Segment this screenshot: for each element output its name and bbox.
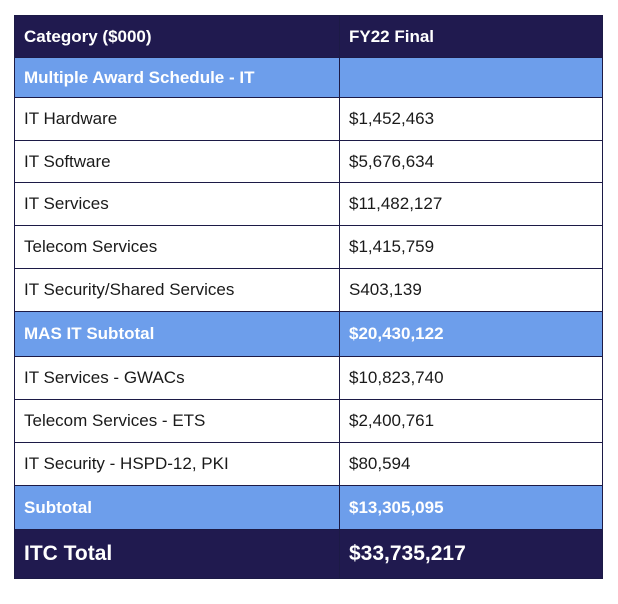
row-value: S403,139 bbox=[339, 268, 603, 312]
table-row: IT Services - GWACs $10,823,740 bbox=[14, 356, 603, 400]
subtotal-label: Subtotal bbox=[14, 485, 340, 530]
table-row: IT Security/Shared Services S403,139 bbox=[14, 268, 603, 312]
header-fy22-final: FY22 Final bbox=[339, 15, 603, 58]
table-row: IT Services $11,482,127 bbox=[14, 182, 603, 226]
section-title: Multiple Award Schedule - IT bbox=[14, 57, 340, 98]
subtotal-value: $13,305,095 bbox=[339, 485, 603, 530]
row-label: IT Services - GWACs bbox=[14, 356, 340, 400]
row-label: IT Software bbox=[14, 140, 340, 183]
total-row: ITC Total $33,735,217 bbox=[14, 529, 603, 579]
row-value: $1,415,759 bbox=[339, 225, 603, 269]
subtotal-row-mas-it: MAS IT Subtotal $20,430,122 bbox=[14, 311, 603, 357]
subtotal-value: $20,430,122 bbox=[339, 311, 603, 357]
row-value: $2,400,761 bbox=[339, 399, 603, 443]
table-row: Telecom Services $1,415,759 bbox=[14, 225, 603, 269]
row-label: IT Services bbox=[14, 182, 340, 226]
table-row: IT Security - HSPD-12, PKI $80,594 bbox=[14, 442, 603, 486]
total-label: ITC Total bbox=[14, 529, 340, 579]
row-value: $1,452,463 bbox=[339, 97, 603, 141]
row-label: IT Security - HSPD-12, PKI bbox=[14, 442, 340, 486]
budget-table: Category ($000) FY22 Final Multiple Awar… bbox=[14, 15, 603, 579]
table-row: Telecom Services - ETS $2,400,761 bbox=[14, 399, 603, 443]
table-header-row: Category ($000) FY22 Final bbox=[14, 15, 603, 58]
total-value: $33,735,217 bbox=[339, 529, 603, 579]
row-label: Telecom Services - ETS bbox=[14, 399, 340, 443]
subtotal-label: MAS IT Subtotal bbox=[14, 311, 340, 357]
row-value: $80,594 bbox=[339, 442, 603, 486]
header-category: Category ($000) bbox=[14, 15, 340, 58]
row-value: $11,482,127 bbox=[339, 182, 603, 226]
row-value: $5,676,634 bbox=[339, 140, 603, 183]
table-row: IT Hardware $1,452,463 bbox=[14, 97, 603, 141]
row-value: $10,823,740 bbox=[339, 356, 603, 400]
row-label: IT Security/Shared Services bbox=[14, 268, 340, 312]
table-row: IT Software $5,676,634 bbox=[14, 140, 603, 183]
row-label: IT Hardware bbox=[14, 97, 340, 141]
section-row-mas-it: Multiple Award Schedule - IT bbox=[14, 57, 603, 98]
row-label: Telecom Services bbox=[14, 225, 340, 269]
section-value bbox=[339, 57, 603, 98]
subtotal-row: Subtotal $13,305,095 bbox=[14, 485, 603, 530]
